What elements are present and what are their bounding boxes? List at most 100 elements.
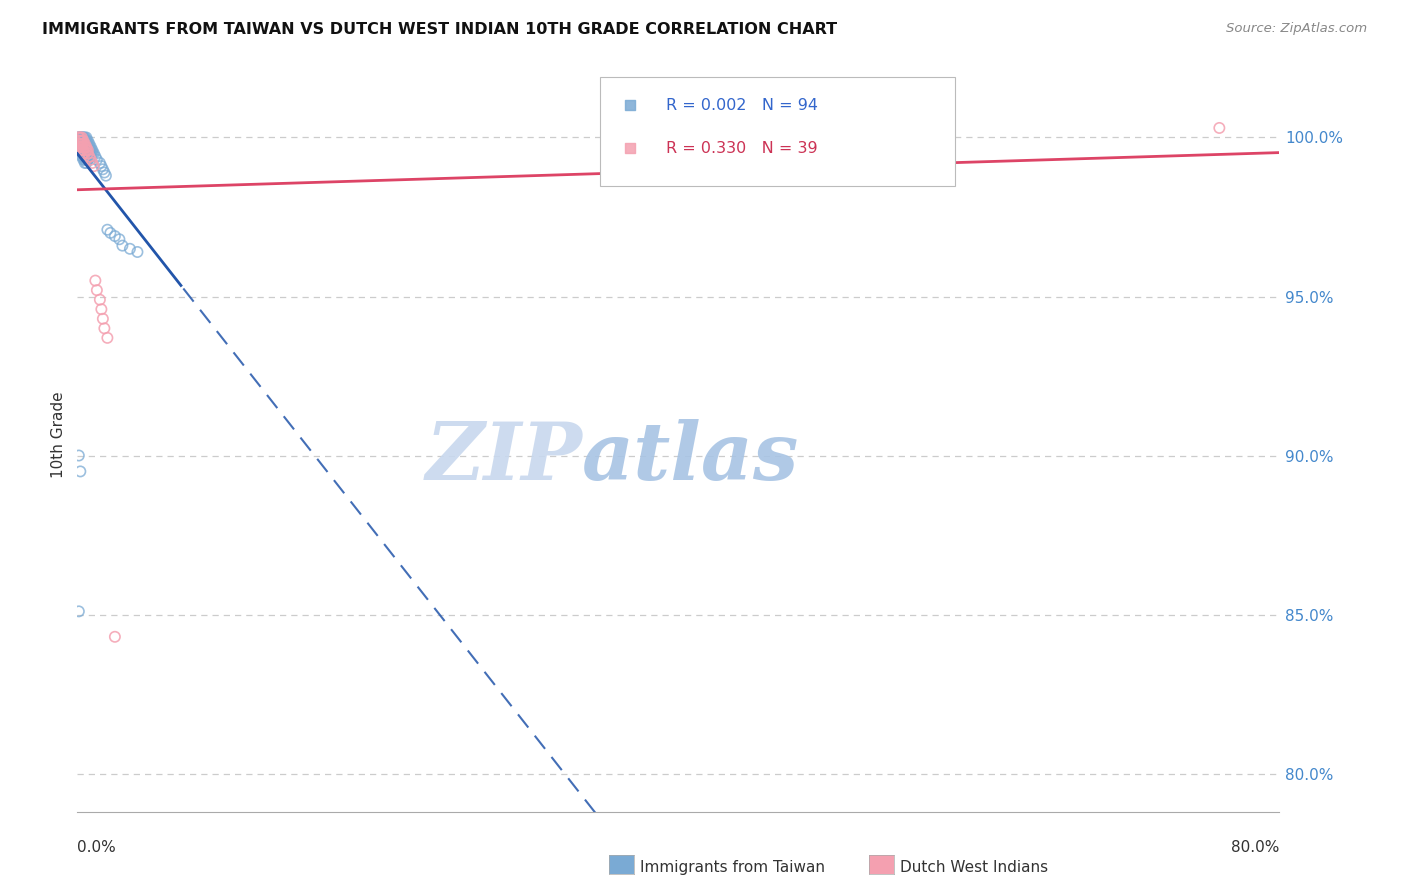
Point	[69, 134, 91, 148]
Point	[83, 159, 105, 173]
Point	[72, 153, 94, 167]
Point	[93, 321, 115, 335]
Text: Dutch West Indians: Dutch West Indians	[900, 860, 1047, 874]
FancyBboxPatch shape	[600, 77, 955, 186]
Point	[90, 159, 112, 173]
Point	[75, 134, 97, 148]
Text: 80.0%: 80.0%	[1232, 840, 1279, 855]
Point	[67, 130, 90, 145]
Point	[75, 130, 97, 145]
Point	[72, 136, 94, 151]
Point	[67, 134, 90, 148]
Point	[73, 150, 96, 164]
Text: R = 0.330   N = 39: R = 0.330 N = 39	[666, 141, 818, 156]
Point	[70, 134, 93, 148]
Text: IMMIGRANTS FROM TAIWAN VS DUTCH WEST INDIAN 10TH GRADE CORRELATION CHART: IMMIGRANTS FROM TAIWAN VS DUTCH WEST IND…	[42, 22, 838, 37]
Point	[79, 140, 101, 154]
Point	[79, 146, 101, 161]
Point	[79, 136, 101, 151]
Point	[76, 136, 98, 151]
Point	[72, 130, 94, 145]
Point	[75, 140, 97, 154]
Point	[70, 140, 93, 154]
Point	[70, 143, 93, 157]
Point	[67, 134, 90, 148]
Point	[80, 140, 103, 154]
Point	[70, 134, 93, 148]
Point	[73, 156, 96, 170]
Point	[83, 146, 105, 161]
Point	[70, 143, 93, 157]
Point	[70, 130, 93, 145]
Point	[69, 140, 91, 154]
Point	[72, 150, 94, 164]
Point	[76, 134, 98, 148]
Text: Immigrants from Taiwan: Immigrants from Taiwan	[640, 860, 825, 874]
Point	[82, 143, 104, 157]
Point	[73, 140, 96, 154]
Point	[76, 143, 98, 157]
Point	[73, 153, 96, 167]
Point	[67, 604, 90, 618]
Point	[1208, 120, 1230, 135]
Point	[72, 143, 94, 157]
Point	[69, 143, 91, 157]
Point	[69, 465, 91, 479]
Point	[67, 136, 90, 151]
Point	[69, 134, 91, 148]
Point	[80, 150, 103, 164]
Point	[67, 136, 90, 151]
Point	[75, 146, 97, 161]
Point	[79, 150, 101, 164]
Point	[76, 153, 98, 167]
Point	[73, 146, 96, 161]
Point	[73, 136, 96, 151]
Point	[108, 232, 131, 246]
Point	[73, 143, 96, 157]
Point	[104, 630, 127, 644]
Point	[67, 136, 90, 151]
Point	[70, 150, 93, 164]
Point	[67, 130, 90, 145]
Point	[758, 331, 780, 345]
Text: ZIP: ZIP	[426, 418, 582, 496]
Point	[69, 136, 91, 151]
Point	[70, 130, 93, 145]
Point	[75, 140, 97, 154]
Point	[89, 293, 111, 307]
Point	[94, 169, 117, 183]
Point	[67, 134, 90, 148]
Point	[70, 134, 93, 148]
Point	[69, 136, 91, 151]
Point	[72, 146, 94, 161]
Point	[69, 140, 91, 154]
Y-axis label: 10th Grade: 10th Grade	[51, 392, 66, 478]
Point	[70, 130, 93, 145]
Point	[100, 226, 122, 240]
Point	[75, 136, 97, 151]
Point	[76, 146, 98, 161]
Point	[69, 130, 91, 145]
Point	[758, 512, 780, 526]
Point	[72, 134, 94, 148]
Point	[69, 134, 91, 148]
Point	[67, 140, 90, 154]
Point	[67, 130, 90, 145]
Point	[76, 150, 98, 164]
Point	[69, 130, 91, 145]
Point	[70, 146, 93, 161]
Point	[72, 143, 94, 157]
Point	[72, 146, 94, 161]
Point	[69, 143, 91, 157]
Point	[73, 146, 96, 161]
Point	[69, 136, 91, 151]
Point	[82, 146, 104, 161]
Point	[96, 223, 118, 237]
Point	[76, 143, 98, 157]
Point	[75, 143, 97, 157]
Point	[67, 140, 90, 154]
Point	[70, 136, 93, 151]
Point	[75, 143, 97, 157]
Point	[75, 156, 97, 170]
Point	[72, 136, 94, 151]
